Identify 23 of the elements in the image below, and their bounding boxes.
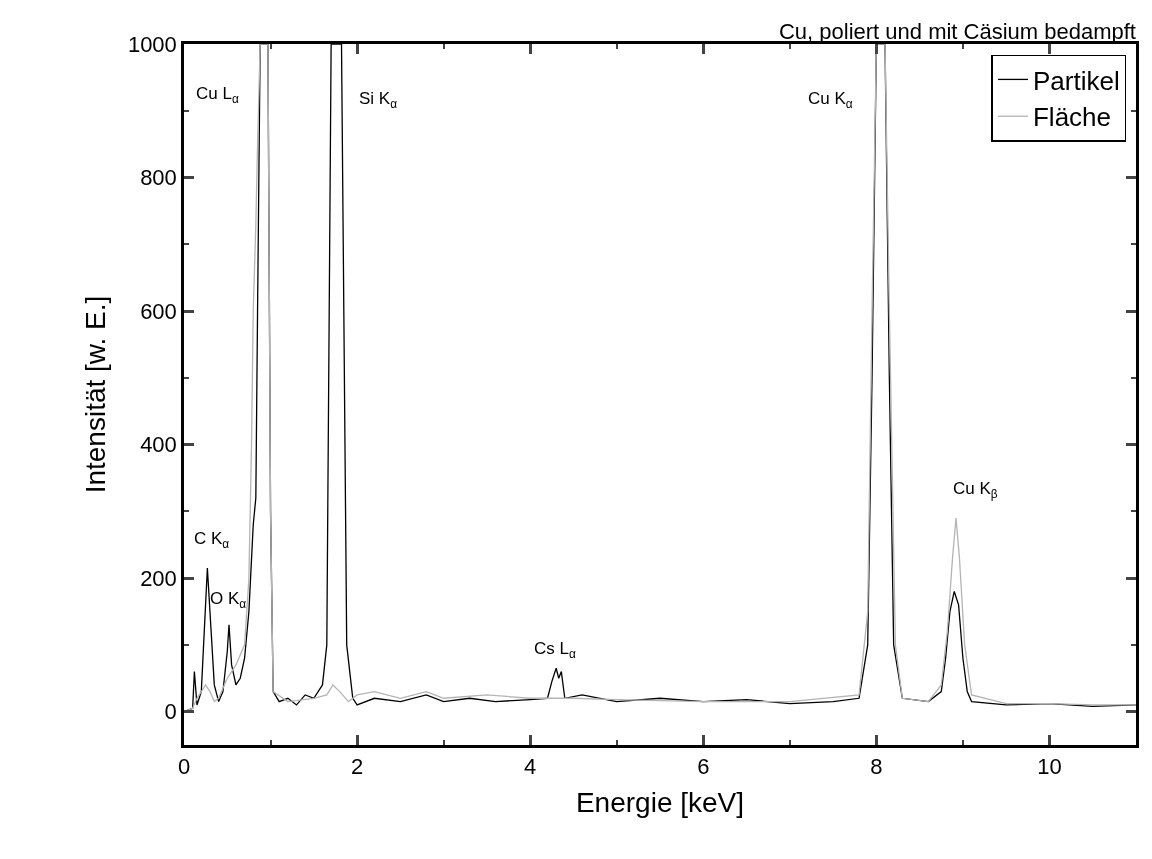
- x-tick-label: 4: [524, 754, 537, 780]
- annotation: Si K$_{α}$: [359, 89, 398, 111]
- annotation: Cs L$_{α}$: [534, 639, 576, 661]
- chart-title: Cu, poliert und mit Cäsium bedampft: [778, 19, 1136, 45]
- annotation: Cu K$_{β}$: [953, 479, 998, 501]
- y-tick-label: 800: [140, 165, 177, 191]
- annotation: C K$_{α}$: [194, 529, 230, 551]
- x-tick-label: 10: [1037, 754, 1062, 780]
- annotation: Cu K$_{α}$: [808, 89, 853, 111]
- y-axis-title: Intensität [w. E.]: [79, 295, 111, 494]
- x-tick-label: 6: [697, 754, 710, 780]
- annotation: Cu L$_{α}$: [196, 84, 239, 106]
- legend-label: Fläche: [1032, 102, 1112, 133]
- legend-label: Partikel: [1032, 65, 1120, 96]
- x-tick-label: 2: [350, 754, 364, 780]
- y-tick-label: 1000: [127, 31, 177, 57]
- x-axis-title: Energie [keV]: [575, 787, 745, 819]
- y-tick-label: 400: [140, 432, 177, 458]
- annotation: O K$_{α}$: [210, 589, 247, 611]
- y-tick-label: 200: [140, 565, 177, 591]
- x-tick-label: 8: [870, 754, 883, 780]
- y-tick-label: 0: [164, 699, 177, 725]
- y-tick-label: 600: [140, 298, 177, 324]
